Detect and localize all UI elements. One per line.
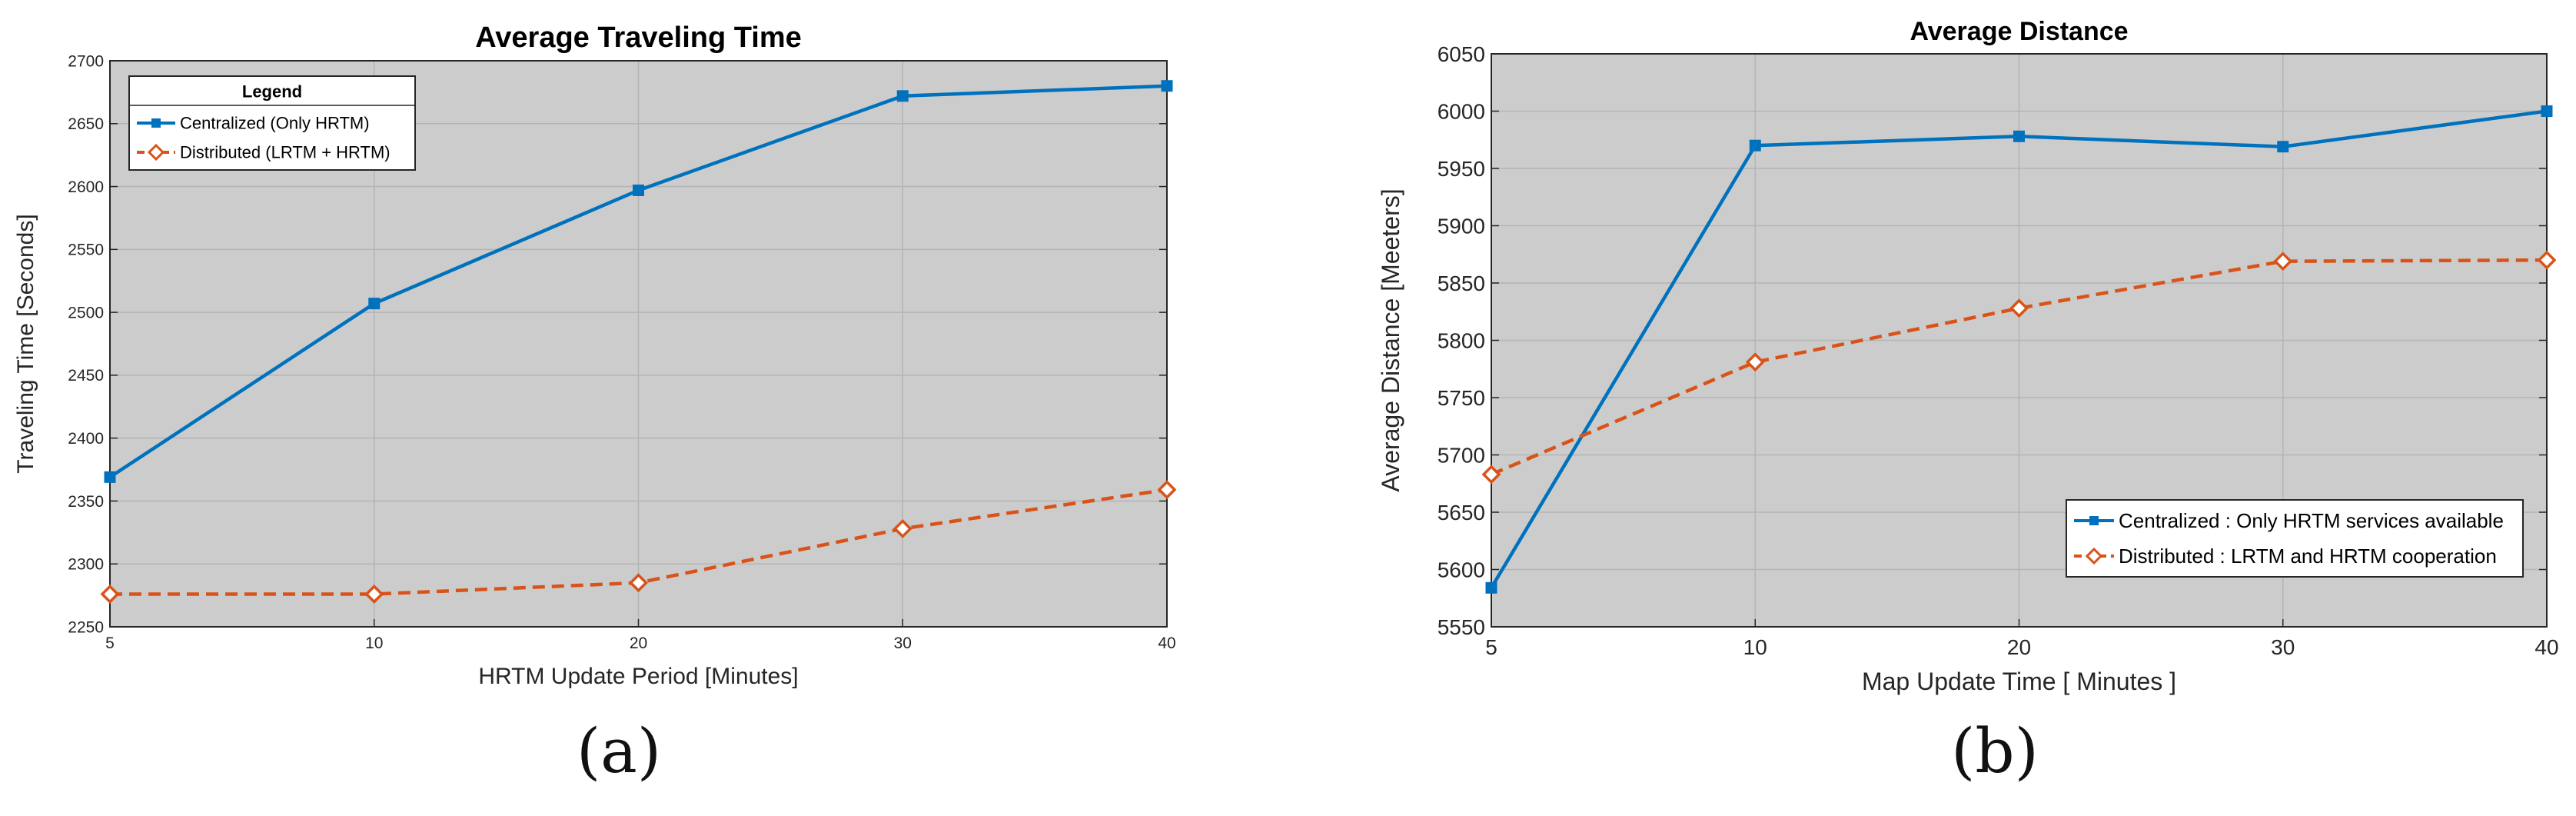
data-point-diamond	[629, 573, 648, 593]
y-axis-label: Traveling Time [Seconds]	[13, 214, 38, 473]
x-tick-label: 40	[1158, 634, 1175, 652]
legend-box	[2066, 499, 2524, 578]
x-tick-label: 10	[1743, 635, 1767, 659]
chart-a: 2250 2300 2350 2400 2450 2500 2550 2600 2650 2700…	[13, 22, 1177, 689]
data-point-square	[2013, 130, 2025, 142]
data-point-diamond	[2273, 251, 2293, 271]
x-axis-label: HRTM Update Period [Minutes]	[478, 664, 798, 689]
data-point-square	[1749, 139, 1761, 152]
data-point-diamond	[1481, 465, 1501, 485]
x-tick-label: 30	[894, 634, 912, 652]
y-tick-label: 2250	[68, 618, 104, 636]
data-point-square	[1161, 80, 1173, 92]
panel-label-b: (b)	[1951, 715, 2039, 787]
x-tick-label: 5	[1485, 635, 1497, 659]
chart-title: Average Traveling Time	[475, 22, 802, 54]
y-tick-label: 2300	[68, 556, 104, 574]
y-tick-label: 6000	[1438, 99, 1485, 123]
data-point-square	[1485, 581, 1497, 594]
legend-box	[128, 75, 416, 171]
y-tick-label: 5650	[1438, 501, 1485, 525]
legend-marker-diamond	[147, 143, 165, 162]
data-point-diamond	[892, 518, 912, 538]
legend: Legend Centralized (Only HRTM) Distributed…	[128, 75, 416, 171]
panel-label-a: (a)	[576, 715, 662, 787]
data-point-diamond	[100, 585, 120, 604]
y-tick-label: 5950	[1438, 157, 1485, 181]
data-point-square	[633, 184, 644, 196]
y-tick-label: 2700	[68, 52, 104, 70]
y-tick-label: 5800	[1438, 328, 1485, 352]
data-point-square	[104, 471, 116, 483]
legend-marker-diamond	[2085, 547, 2103, 565]
y-tick-label: 2450	[68, 367, 104, 385]
legend-label-1: Distributed (LRTM + HRTM)	[180, 143, 391, 162]
y-tick-label: 2650	[68, 115, 104, 133]
data-point-diamond	[364, 585, 384, 604]
y-axis-label: Average Distance [Meeters]	[1377, 188, 1404, 491]
x-tick-label: 30	[2271, 635, 2295, 659]
x-tick-label: 20	[2007, 635, 2031, 659]
data-point-diamond	[2537, 250, 2557, 270]
legend: Centralized : Only HRTM services availab…	[2066, 499, 2524, 578]
y-tick-label: 2400	[68, 430, 104, 448]
chart-title: Average Distance	[1910, 17, 2128, 46]
data-point-square	[2277, 141, 2289, 153]
data-point-diamond	[1745, 352, 1765, 372]
y-tick-label: 2600	[68, 178, 104, 196]
legend-marker-square	[151, 118, 161, 128]
y-tick-label: 5750	[1438, 386, 1485, 410]
y-tick-label: 2350	[68, 493, 104, 511]
x-tick-label: 5	[105, 634, 115, 652]
legend-title: Legend	[242, 82, 302, 101]
legend-label-1: Distributed : LRTM and HRTM cooperation	[2119, 545, 2497, 568]
x-tick-label: 40	[2534, 635, 2558, 659]
data-point-square	[2541, 105, 2553, 117]
y-tick-label: 2500	[68, 304, 104, 321]
x-tick-label: 20	[630, 634, 647, 652]
legend-label-0: Centralized : Only HRTM services availab…	[2119, 509, 2504, 532]
x-tick-label: 10	[365, 634, 383, 652]
legend-label-0: Centralized (Only HRTM)	[180, 114, 370, 133]
data-point-diamond	[1157, 480, 1177, 500]
x-axis-label: Map Update Time [ Minutes ]	[1862, 668, 2176, 695]
y-tick-label: 5700	[1438, 443, 1485, 467]
data-point-square	[896, 90, 909, 102]
data-point-square	[368, 298, 381, 310]
y-tick-label: 5900	[1438, 214, 1485, 238]
series-line-1	[1491, 258, 2548, 476]
y-tick-label: 6050	[1438, 42, 1485, 66]
y-tick-label: 2550	[68, 241, 104, 259]
chart-b: 5550 5600 5650 5700 5750 5800 5850 5900 5950 6000…	[1377, 17, 2559, 695]
y-tick-label: 5550	[1438, 615, 1485, 639]
legend-marker-square	[2089, 516, 2099, 525]
y-tick-label: 5850	[1438, 271, 1485, 295]
data-point-diamond	[2009, 298, 2029, 318]
y-tick-label: 5600	[1438, 558, 1485, 581]
